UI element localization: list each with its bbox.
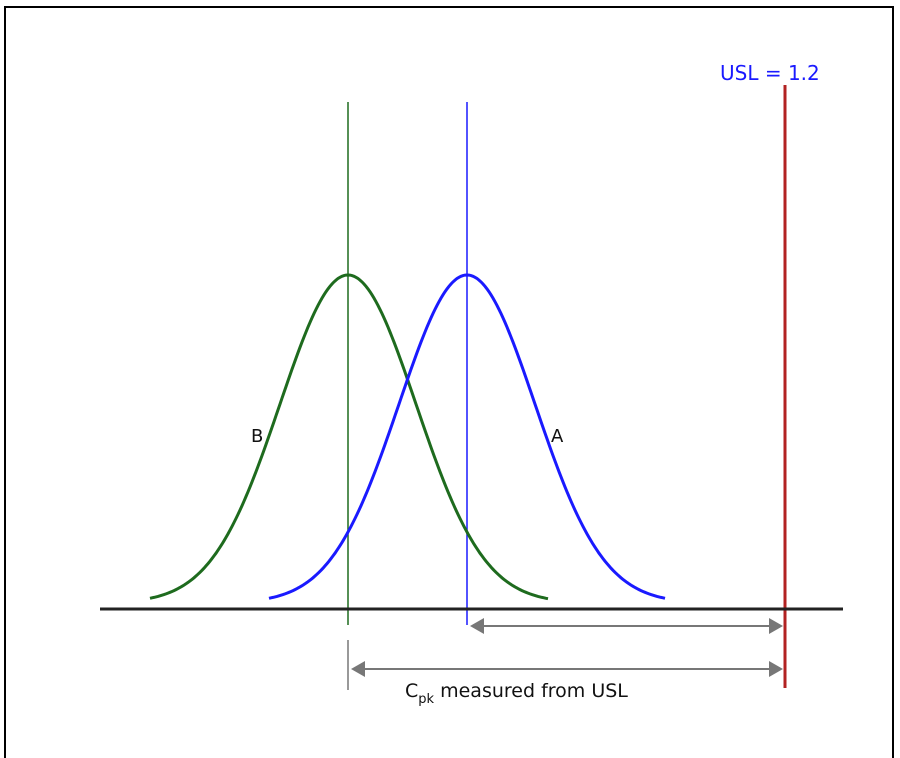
distance-arrow-a <box>470 618 783 634</box>
curve-b-label: B <box>251 426 263 447</box>
curve-a <box>268 273 666 600</box>
frame-border <box>4 6 894 758</box>
usl-label: USL = 1.2 <box>720 61 820 85</box>
curve-a-label: A <box>551 426 564 447</box>
cpk-measure-label: Cpk measured from USL <box>405 680 628 707</box>
curve-b <box>149 273 549 601</box>
distance-arrow-b <box>351 661 783 677</box>
